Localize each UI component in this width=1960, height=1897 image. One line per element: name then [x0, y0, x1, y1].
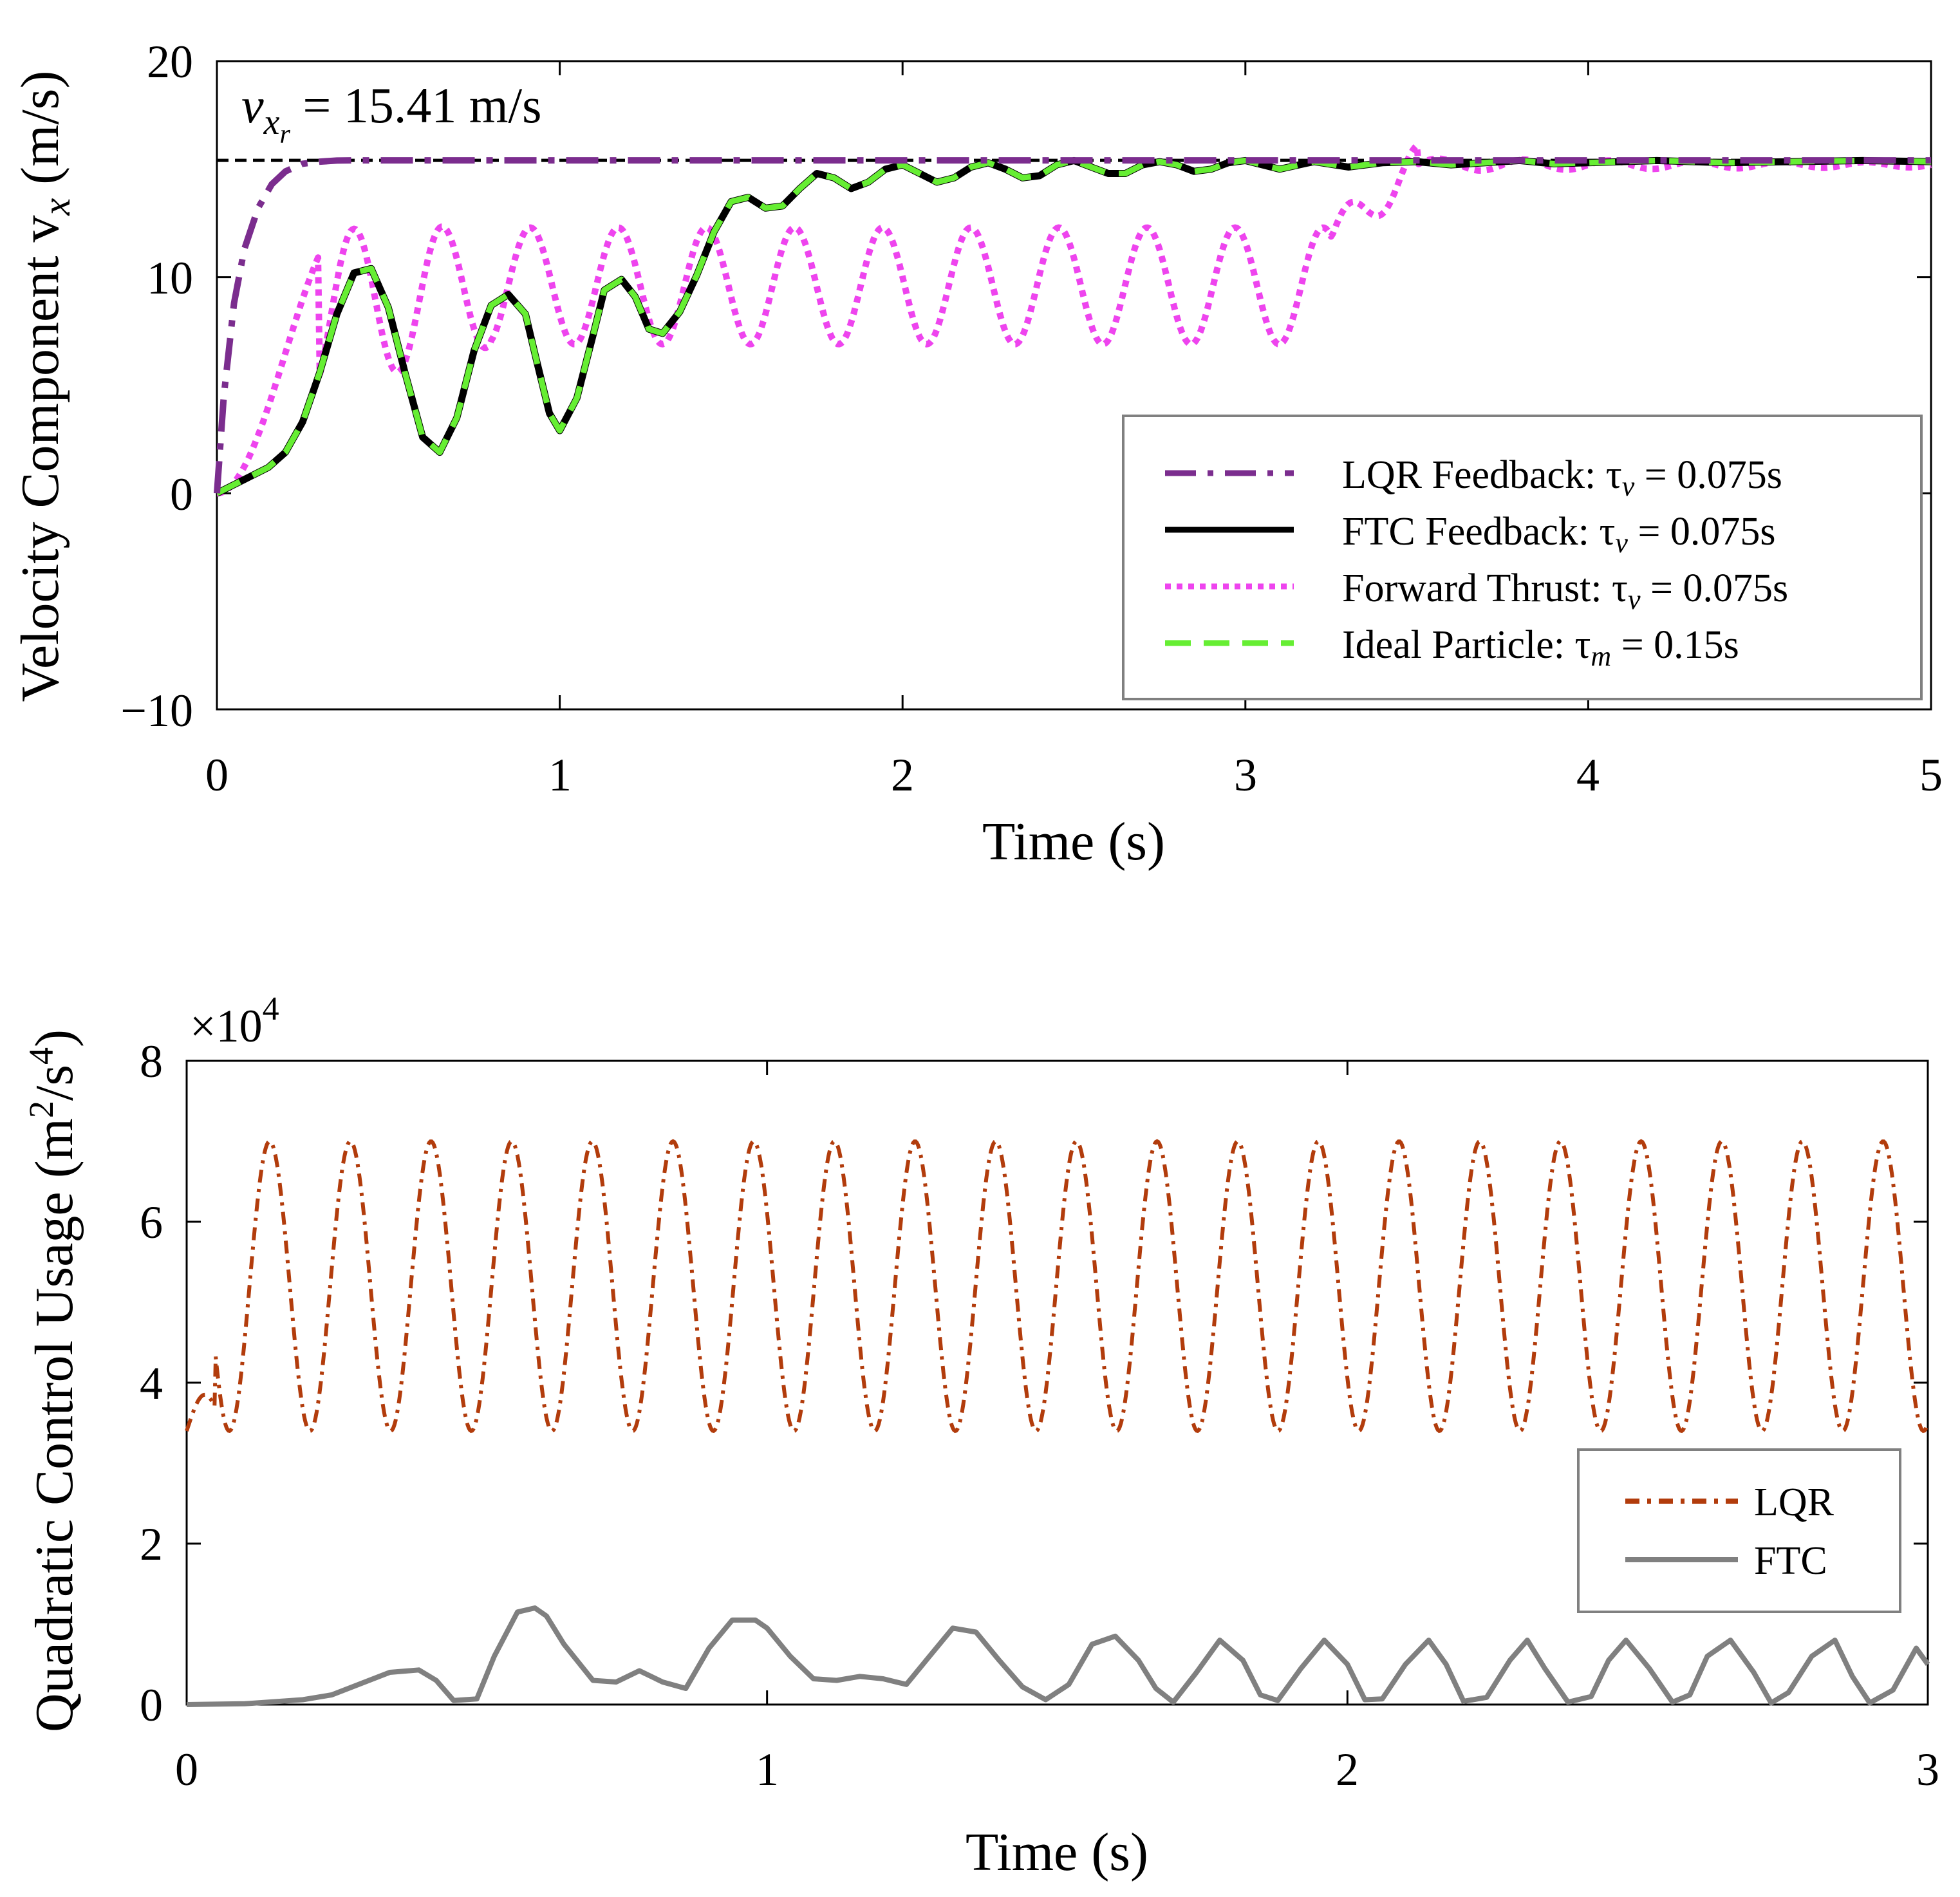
y-tick-label: 0 — [140, 1679, 163, 1731]
x-axis-label: Time (s) — [982, 812, 1165, 872]
legend-label-ftc: FTC Feedback: τv = 0.075s — [1342, 510, 1776, 559]
y-axis-label: Quadratic Control Usage (m2/s4) — [22, 1029, 84, 1732]
y-tick-label: 6 — [140, 1197, 163, 1248]
legend-label-ftc: FTC — [1754, 1539, 1827, 1583]
velocity-plot: 20 10 0 −10 0 1 2 3 4 5 Time (s) Velocit… — [10, 36, 1943, 872]
exponent-label: ×104 — [190, 991, 279, 1052]
x-tick-label: 3 — [1234, 749, 1257, 801]
y-tick-label: 0 — [170, 469, 193, 520]
control-usage-plot: ×104 8 6 4 2 0 0 1 2 3 Time (s) Quadrati… — [22, 991, 1939, 1882]
velocity-plot-frame — [216, 60, 1932, 711]
y-tick-label: 10 — [147, 252, 193, 304]
series-line-ftc — [186, 1605, 1930, 1707]
series-line-thrust — [215, 142, 1933, 497]
legend-label-lqr: LQR — [1754, 1481, 1834, 1524]
reference-annotation: vxr = 15.41 m/s — [241, 77, 542, 149]
control-legend: LQR FTC — [1577, 1448, 1901, 1613]
x-tick-label: 0 — [175, 1744, 198, 1795]
x-tick-label: 1 — [548, 749, 572, 801]
x-tick-label: 3 — [1916, 1744, 1939, 1795]
x-tick-label: 1 — [756, 1744, 779, 1795]
legend-box — [1122, 415, 1923, 700]
y-tick-label: 2 — [140, 1519, 163, 1570]
velocity-legend: LQR Feedback: τv = 0.075s FTC Feedback: … — [1122, 415, 1923, 700]
series-line-lqr — [214, 157, 1931, 494]
series-line-lqr — [185, 1139, 1930, 1434]
control-ticks — [185, 1060, 1929, 1706]
legend-label-lqr: LQR Feedback: τv = 0.075s — [1342, 453, 1782, 502]
x-tick-label: 5 — [1919, 749, 1943, 801]
x-axis-label: Time (s) — [966, 1822, 1148, 1882]
x-tick-label: 4 — [1576, 749, 1600, 801]
control-series — [185, 1139, 1930, 1707]
x-tick-label: 2 — [1336, 1744, 1359, 1795]
legend-label-ideal: Ideal Particle: τm = 0.15s — [1342, 623, 1739, 672]
x-tick-label: 0 — [205, 749, 229, 801]
y-tick-label: 4 — [140, 1358, 163, 1409]
y-tick-label: 8 — [140, 1036, 163, 1087]
y-axis-label: Velocity Component vx (m/s) — [10, 71, 78, 702]
legend-label-thrust: Forward Thrust: τv = 0.075s — [1342, 566, 1788, 615]
y-tick-label: −10 — [120, 685, 193, 736]
y-tick-label: 20 — [147, 36, 193, 88]
x-tick-label: 2 — [891, 749, 914, 801]
legend-box — [1577, 1448, 1901, 1613]
velocity-series — [214, 142, 1933, 497]
